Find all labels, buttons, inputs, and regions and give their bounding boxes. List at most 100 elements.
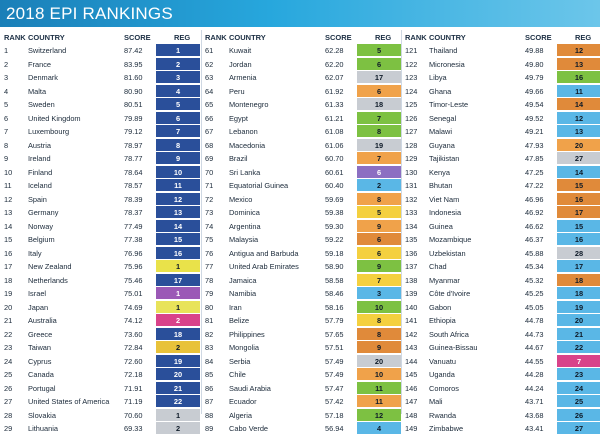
country-cell: Luxembourg bbox=[28, 127, 70, 136]
score-cell: 87.42 bbox=[124, 46, 143, 55]
score-cell: 59.22 bbox=[325, 235, 344, 244]
header-reg: REG bbox=[375, 33, 392, 42]
table-row: 73 Dominica 59.38 5 bbox=[205, 206, 401, 220]
reg-badge: 11 bbox=[156, 179, 200, 192]
country-cell: New Zealand bbox=[28, 262, 72, 271]
table-row: 83 Mongolia 57.51 9 bbox=[205, 341, 401, 355]
rank-cell: 77 bbox=[205, 262, 214, 271]
rank-cell: 15 bbox=[4, 235, 13, 244]
rank-cell: 24 bbox=[4, 356, 13, 366]
ranking-rows: 1 Switzerland 87.42 1 2 France 83.95 2 3 Denmark 8… bbox=[4, 44, 200, 436]
rank-cell: 137 bbox=[405, 262, 418, 271]
rank-cell: 12 bbox=[4, 194, 13, 204]
rank-cell: 75 bbox=[205, 235, 214, 244]
table-row: 18 Netherlands 75.46 17 bbox=[4, 273, 200, 288]
page-title: 2018 EPI RANKINGS bbox=[6, 4, 173, 23]
reg-badge: 14 bbox=[557, 98, 600, 111]
score-cell: 62.28 bbox=[325, 46, 344, 55]
reg-badge: 7 bbox=[156, 125, 200, 138]
table-row: 24 Cyprus 72.60 19 bbox=[4, 354, 200, 369]
score-cell: 59.69 bbox=[325, 194, 344, 204]
score-cell: 43.41 bbox=[525, 424, 544, 433]
score-cell: 49.80 bbox=[525, 59, 544, 69]
score-cell: 57.47 bbox=[325, 383, 344, 393]
country-cell: Germany bbox=[28, 208, 59, 217]
table-row: 81 Belize 57.79 8 bbox=[205, 314, 401, 328]
country-cell: Canada bbox=[28, 370, 54, 379]
score-cell: 78.77 bbox=[124, 154, 143, 163]
score-cell: 57.49 bbox=[325, 370, 344, 379]
table-row: 78 Jamaica 58.58 7 bbox=[205, 273, 401, 288]
reg-badge: 5 bbox=[156, 98, 200, 111]
reg-badge: 2 bbox=[156, 422, 200, 435]
country-cell: Gabon bbox=[429, 302, 452, 312]
rank-cell: 130 bbox=[405, 167, 418, 177]
score-cell: 80.51 bbox=[124, 100, 143, 109]
reg-badge: 5 bbox=[357, 44, 401, 57]
country-cell: Tajikistan bbox=[429, 154, 460, 163]
reg-badge: 13 bbox=[557, 125, 600, 138]
reg-badge: 27 bbox=[557, 152, 600, 165]
country-cell: Côte d'Ivoire bbox=[429, 289, 471, 298]
reg-badge: 11 bbox=[357, 395, 401, 408]
reg-badge: 15 bbox=[156, 233, 200, 246]
reg-badge: 8 bbox=[357, 192, 401, 206]
reg-badge: 15 bbox=[557, 179, 600, 192]
rank-cell: 5 bbox=[4, 100, 9, 109]
reg-badge: 1 bbox=[156, 44, 200, 57]
header-reg: REG bbox=[174, 33, 191, 42]
country-cell: France bbox=[28, 59, 52, 69]
reg-badge: 6 bbox=[357, 57, 401, 71]
rank-cell: 129 bbox=[405, 154, 418, 163]
country-cell: Italy bbox=[28, 248, 42, 258]
reg-badge: 16 bbox=[557, 233, 600, 246]
score-cell: 78.37 bbox=[124, 208, 143, 217]
country-cell: Sri Lanka bbox=[229, 167, 261, 177]
rank-cell: 86 bbox=[205, 383, 214, 393]
table-row: 7 Luxembourg 79.12 7 bbox=[4, 125, 200, 139]
score-cell: 61.92 bbox=[325, 86, 344, 96]
country-cell: Kenya bbox=[429, 167, 450, 177]
table-row: 2 France 83.95 2 bbox=[4, 57, 200, 72]
table-row: 138 Myanmar 45.32 18 bbox=[405, 273, 600, 288]
table-row: 76 Antigua and Barbuda 59.18 6 bbox=[205, 246, 401, 261]
reg-badge: 12 bbox=[156, 192, 200, 206]
reg-badge: 8 bbox=[357, 125, 401, 138]
country-cell: Ghana bbox=[429, 86, 452, 96]
reg-badge: 1 bbox=[156, 408, 200, 422]
table-row: 145 Uganda 44.28 23 bbox=[405, 368, 600, 382]
reg-badge: 23 bbox=[557, 368, 600, 381]
rank-cell: 138 bbox=[405, 275, 418, 285]
header-rank: RANK bbox=[405, 33, 427, 42]
country-cell: Mozambique bbox=[429, 235, 472, 244]
country-cell: United Kingdom bbox=[28, 113, 81, 123]
score-cell: 83.95 bbox=[124, 59, 143, 69]
country-cell: Algeria bbox=[229, 410, 253, 420]
reg-badge: 2 bbox=[156, 57, 200, 71]
score-cell: 78.39 bbox=[124, 194, 143, 204]
rank-cell: 8 bbox=[4, 140, 9, 150]
reg-badge: 28 bbox=[557, 246, 600, 260]
reg-badge: 10 bbox=[357, 300, 401, 314]
rank-cell: 88 bbox=[205, 410, 214, 420]
rank-cell: 21 bbox=[4, 316, 13, 325]
rank-cell: 14 bbox=[4, 221, 13, 231]
rank-cell: 69 bbox=[205, 154, 214, 163]
table-row: 141 Ethiopia 44.78 20 bbox=[405, 314, 600, 328]
rank-cell: 61 bbox=[205, 46, 214, 55]
rank-cell: 9 bbox=[4, 154, 9, 163]
table-row: 15 Belgium 77.38 15 bbox=[4, 233, 200, 247]
reg-badge: 18 bbox=[557, 287, 600, 300]
score-cell: 43.68 bbox=[525, 410, 544, 420]
reg-badge: 6 bbox=[357, 165, 401, 179]
country-cell: Cabo Verde bbox=[229, 424, 269, 433]
country-cell: Belgium bbox=[28, 235, 55, 244]
score-cell: 44.24 bbox=[525, 383, 544, 393]
rank-cell: 66 bbox=[205, 113, 214, 123]
score-cell: 62.20 bbox=[325, 59, 344, 69]
header-country: COUNTRY bbox=[229, 33, 266, 42]
reg-badge: 8 bbox=[156, 138, 200, 152]
reg-badge: 15 bbox=[557, 219, 600, 233]
rank-cell: 125 bbox=[405, 100, 418, 109]
table-row: 123 Libya 49.79 16 bbox=[405, 71, 600, 85]
